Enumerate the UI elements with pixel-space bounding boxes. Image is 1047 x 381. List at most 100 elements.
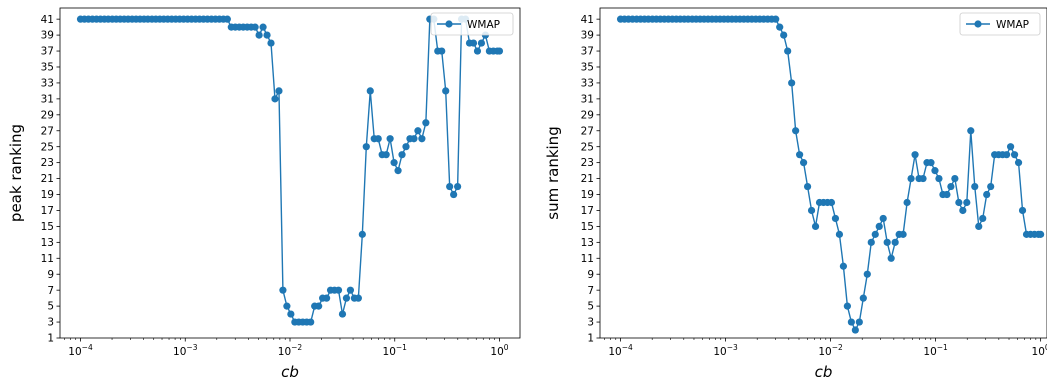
data-point: [871, 230, 879, 238]
x-tick-label: 10−2: [818, 343, 843, 358]
data-point: [251, 23, 259, 31]
y-tick-label: 7: [47, 285, 54, 297]
y-tick-label: 3: [587, 317, 594, 329]
y-tick-label: 21: [41, 173, 54, 185]
data-point: [784, 47, 792, 55]
x-tick-base: 10: [608, 346, 621, 358]
data-point: [943, 190, 951, 199]
data-point: [454, 182, 462, 191]
data-point: [1037, 230, 1045, 238]
data-point: [315, 302, 323, 310]
y-tick-label: 13: [581, 237, 594, 249]
data-point: [927, 159, 935, 167]
data-point: [903, 198, 911, 207]
x-tick-label: 10−2: [278, 343, 303, 358]
data-point: [374, 135, 382, 143]
y-tick-label: 23: [41, 157, 54, 169]
data-point: [398, 151, 406, 159]
data-point: [414, 127, 422, 135]
y-tick-label: 29: [581, 109, 594, 121]
chart-1: 135791113151719212325272931333537394110−…: [7, 7, 521, 381]
x-tick-exponent: −4: [622, 343, 633, 352]
y-tick-label: 37: [41, 46, 54, 58]
data-point: [346, 286, 355, 294]
x-tick-label: 10−4: [68, 343, 93, 358]
data-point: [935, 174, 943, 183]
x-tick-exponent: −2: [291, 343, 302, 352]
y-tick-label: 27: [41, 125, 54, 137]
y-tick-label: 17: [581, 205, 594, 217]
x-tick-exponent: −3: [186, 343, 197, 352]
x-tick-base: 10: [713, 346, 726, 358]
data-point: [438, 47, 446, 55]
y-tick-label: 25: [581, 141, 594, 153]
y-tick-label: 1: [47, 333, 54, 345]
data-point: [971, 182, 979, 191]
data-point: [799, 159, 808, 167]
data-point: [418, 135, 426, 143]
y-tick-label: 11: [41, 253, 54, 265]
y-tick-label: 33: [581, 78, 594, 90]
y-tick-label: 5: [587, 301, 594, 313]
data-point: [255, 31, 263, 39]
data-point: [271, 95, 279, 103]
x-axis-label: cb: [281, 363, 299, 381]
data-point: [899, 230, 907, 238]
data-point: [469, 39, 478, 47]
data-point: [267, 39, 275, 47]
x-tick-label: 10−1: [923, 343, 948, 358]
plot-frame: [599, 7, 1047, 339]
data-point: [887, 254, 895, 262]
data-point: [1018, 206, 1027, 215]
y-tick-label: 33: [41, 78, 54, 90]
y-tick-label: 41: [581, 14, 594, 26]
data-point: [987, 182, 995, 191]
data-point: [967, 127, 975, 135]
data-point: [1010, 151, 1019, 159]
y-tick-label: 13: [41, 237, 54, 249]
data-point: [951, 174, 959, 183]
y-tick-label: 19: [581, 189, 594, 201]
data-point: [803, 182, 812, 191]
data-point: [473, 47, 482, 55]
y-tick-label: 35: [581, 62, 594, 74]
data-point: [811, 222, 820, 231]
data-point: [792, 127, 800, 135]
data-point: [919, 174, 927, 183]
y-tick-label: 5: [47, 301, 54, 313]
y-tick-label: 3: [47, 317, 54, 329]
x-tick-label: 10−4: [608, 343, 633, 358]
y-tick-label: 1: [587, 333, 594, 345]
x-tick-label: 100: [490, 343, 508, 358]
data-point: [1006, 143, 1015, 151]
legend-marker: [445, 20, 453, 28]
data-point: [979, 214, 987, 223]
y-tick-label: 15: [41, 221, 54, 233]
legend-marker: [974, 20, 982, 28]
data-point: [259, 23, 267, 31]
data-point: [1003, 151, 1011, 159]
y-tick-label: 7: [587, 285, 594, 297]
data-point: [354, 294, 362, 302]
x-tick-base: 10: [278, 346, 291, 358]
data-point: [911, 151, 919, 159]
x-tick-base: 10: [1032, 346, 1045, 358]
data-point: [442, 87, 450, 95]
data-point: [847, 318, 855, 326]
data-point: [955, 198, 963, 207]
x-tick-base: 10: [490, 346, 503, 358]
data-point: [495, 47, 504, 55]
data-point: [223, 15, 231, 23]
data-point: [772, 15, 780, 23]
data-point: [839, 262, 848, 270]
data-point: [975, 222, 983, 231]
series-line-wmap: [80, 18, 500, 323]
x-tick-exponent: −2: [832, 343, 843, 352]
data-point: [835, 230, 844, 238]
x-tick-exponent: −1: [396, 343, 407, 352]
x-tick-base: 10: [383, 346, 396, 358]
data-point: [891, 238, 899, 246]
y-tick-label: 37: [581, 46, 594, 58]
data-point: [963, 198, 971, 207]
x-tick-label: 10−1: [383, 343, 408, 358]
